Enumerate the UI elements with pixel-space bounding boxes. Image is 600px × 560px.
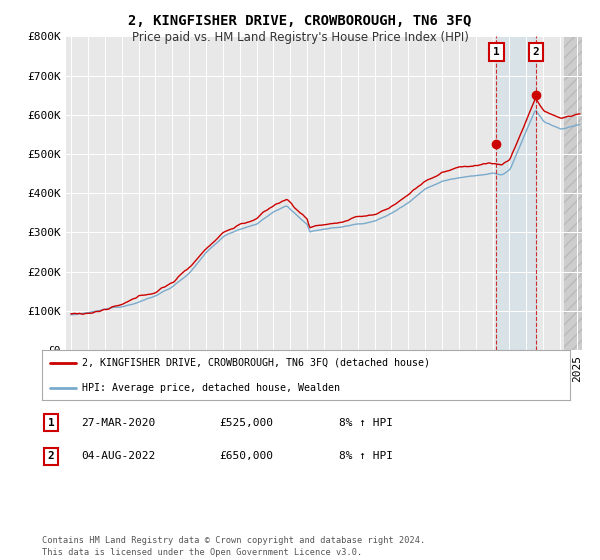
Text: 1: 1 <box>493 47 500 57</box>
Bar <box>496 36 536 350</box>
Text: Contains HM Land Registry data © Crown copyright and database right 2024.
This d: Contains HM Land Registry data © Crown c… <box>42 536 425 557</box>
Text: 8% ↑ HPI: 8% ↑ HPI <box>339 451 393 461</box>
Text: 2: 2 <box>47 451 55 461</box>
Bar <box>564 36 582 350</box>
Text: £650,000: £650,000 <box>219 451 273 461</box>
Text: £525,000: £525,000 <box>219 418 273 428</box>
Text: 2: 2 <box>533 47 539 57</box>
Text: 2, KINGFISHER DRIVE, CROWBOROUGH, TN6 3FQ: 2, KINGFISHER DRIVE, CROWBOROUGH, TN6 3F… <box>128 14 472 28</box>
Text: 8% ↑ HPI: 8% ↑ HPI <box>339 418 393 428</box>
Text: 1: 1 <box>47 418 55 428</box>
Text: 04-AUG-2022: 04-AUG-2022 <box>81 451 155 461</box>
Text: 27-MAR-2020: 27-MAR-2020 <box>81 418 155 428</box>
Text: 2, KINGFISHER DRIVE, CROWBOROUGH, TN6 3FQ (detached house): 2, KINGFISHER DRIVE, CROWBOROUGH, TN6 3F… <box>82 358 430 367</box>
Text: HPI: Average price, detached house, Wealden: HPI: Average price, detached house, Weal… <box>82 383 340 393</box>
Text: Price paid vs. HM Land Registry's House Price Index (HPI): Price paid vs. HM Land Registry's House … <box>131 31 469 44</box>
